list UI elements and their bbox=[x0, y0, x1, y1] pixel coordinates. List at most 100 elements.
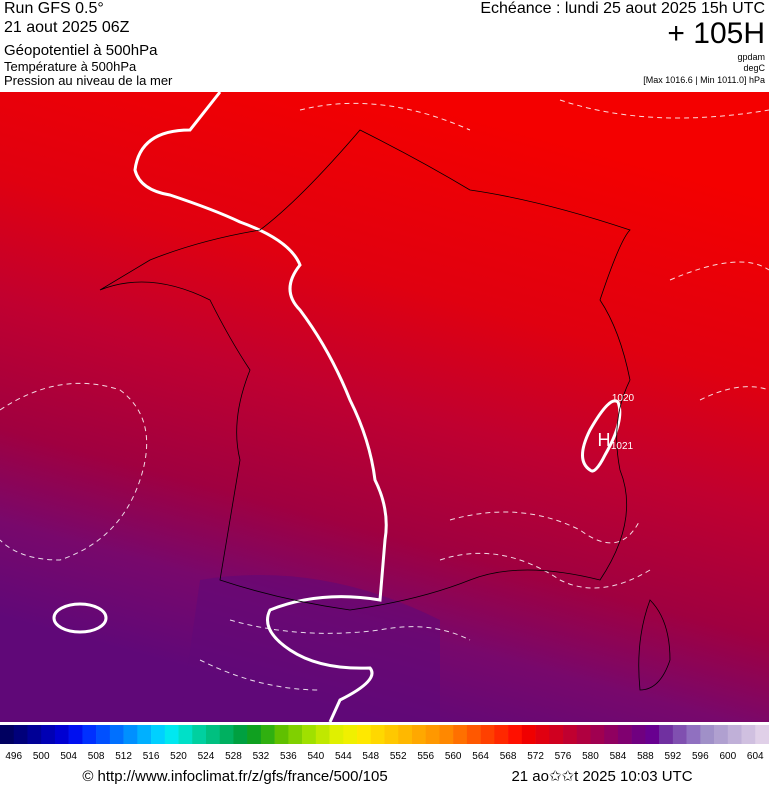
colorbar-label: 540 bbox=[307, 751, 324, 762]
colorbar-label: 584 bbox=[610, 751, 627, 762]
map-label: 1020 bbox=[612, 393, 635, 404]
colorbar-cell bbox=[425, 725, 440, 744]
isobars bbox=[0, 99, 769, 691]
field: Pression au niveau de la mer bbox=[4, 73, 173, 88]
colorbar-label: 572 bbox=[527, 751, 544, 762]
colorbar-label: 548 bbox=[362, 751, 379, 762]
colorbar-label: 604 bbox=[747, 751, 764, 762]
colorbar-cell bbox=[645, 725, 660, 744]
field: Température à 500hPa bbox=[4, 59, 137, 74]
colorbar-cell bbox=[453, 725, 468, 744]
colorbar-label: 520 bbox=[170, 751, 187, 762]
colorbar-label: 568 bbox=[500, 751, 517, 762]
colorbar-cell bbox=[741, 725, 756, 744]
colorbar-cell bbox=[274, 725, 289, 744]
colorbar-label: 552 bbox=[390, 751, 407, 762]
colorbar-label: 556 bbox=[417, 751, 434, 762]
colorbar-label: 528 bbox=[225, 751, 242, 762]
colorbar-label: 500 bbox=[33, 751, 50, 762]
colorbar-label: 596 bbox=[692, 751, 709, 762]
footer-time: 21 ao✩✩t 2025 10:03 UTC bbox=[511, 768, 692, 785]
colorbar-cell bbox=[549, 725, 564, 744]
run: Run GFS 0.5° bbox=[4, 0, 104, 17]
colorbar-cell bbox=[411, 725, 426, 744]
colorbar-cell bbox=[41, 725, 56, 744]
colorbar-cell bbox=[288, 725, 303, 744]
colorbar-cell bbox=[178, 725, 193, 744]
colorbar-cell bbox=[151, 725, 166, 744]
colorbar-cell bbox=[659, 725, 674, 744]
colorbar-cell bbox=[123, 725, 138, 744]
cold-pool bbox=[180, 575, 440, 722]
colorbar-cell bbox=[315, 725, 330, 744]
colorbar-cell bbox=[164, 725, 179, 744]
colorbar-cell bbox=[192, 725, 207, 744]
colorbar-cell bbox=[686, 725, 701, 744]
colorbar-label: 508 bbox=[88, 751, 105, 762]
forecast: Echéance : lundi 25 aout 2025 15h UTC bbox=[480, 0, 765, 17]
colorbar-label: 580 bbox=[582, 751, 599, 762]
lead-time: + 105H bbox=[667, 17, 765, 50]
colorbar-cell bbox=[398, 725, 413, 744]
colorbar-cell bbox=[260, 725, 275, 744]
colorbar-cell bbox=[672, 725, 687, 744]
colorbar-cell bbox=[466, 725, 481, 744]
run-date: 21 aout 2025 06Z bbox=[4, 19, 130, 36]
colorbar-cell bbox=[96, 725, 111, 744]
colorbar-cell bbox=[563, 725, 578, 744]
colorbar-cell bbox=[604, 725, 619, 744]
colorbar-label: 524 bbox=[198, 751, 215, 762]
colorbar-label: 516 bbox=[143, 751, 160, 762]
colorbar-label: 560 bbox=[445, 751, 462, 762]
colorbar-cell bbox=[0, 725, 15, 744]
colorbar-cell bbox=[54, 725, 69, 744]
colorbar-cell bbox=[357, 725, 372, 744]
colorbar-cell bbox=[590, 725, 605, 744]
colorbar-label: 544 bbox=[335, 751, 352, 762]
field: Géopotentiel à 500hPa bbox=[4, 42, 158, 59]
colorbar-label: 532 bbox=[253, 751, 270, 762]
colorbar-cell bbox=[247, 725, 262, 744]
colorbar-cell bbox=[508, 725, 523, 744]
colorbar-label: 512 bbox=[115, 751, 132, 762]
colorbar-label: 588 bbox=[637, 751, 654, 762]
colorbar-cell bbox=[302, 725, 317, 744]
colorbar-cell bbox=[343, 725, 358, 744]
colorbar-cell bbox=[233, 725, 248, 744]
colorbar-label: 600 bbox=[719, 751, 736, 762]
colorbar-cell bbox=[480, 725, 495, 744]
colorbar-cell bbox=[27, 725, 42, 744]
colorbar-cell bbox=[700, 725, 715, 744]
map-label: H bbox=[598, 430, 611, 450]
colorbar-label: 536 bbox=[280, 751, 297, 762]
colorbar-cell bbox=[205, 725, 221, 744]
colorbar: 496 500 504 508 512 516 520 524 528 532 536 540 544 5… bbox=[0, 725, 769, 762]
colorbar-cell bbox=[82, 725, 97, 744]
unit: gpdam bbox=[737, 52, 765, 62]
colorbar-cell bbox=[329, 725, 344, 744]
colorbar-cell bbox=[631, 725, 646, 744]
colorbar-cell bbox=[521, 725, 536, 744]
colorbar-label: 496 bbox=[5, 751, 22, 762]
colorbar-cell bbox=[439, 725, 454, 744]
contour bbox=[581, 399, 622, 473]
colorbar-cell bbox=[617, 725, 632, 744]
colorbar-cell bbox=[219, 725, 234, 744]
colorbar-cell bbox=[137, 725, 152, 744]
range: [Max 1016.6 | Min 1011.0] hPa bbox=[643, 75, 765, 85]
colorbar-label: 592 bbox=[665, 751, 682, 762]
contour bbox=[133, 91, 388, 723]
unit: degC bbox=[743, 63, 765, 73]
borders bbox=[99, 129, 671, 691]
map: 1020 H 1021 bbox=[0, 91, 769, 723]
colorbar-label: 504 bbox=[60, 751, 77, 762]
colorbar-cell bbox=[13, 725, 28, 744]
colorbar-cell bbox=[370, 725, 385, 744]
colorbar-label: 564 bbox=[472, 751, 489, 762]
colorbar-cell bbox=[535, 725, 550, 744]
colorbar-cell bbox=[494, 725, 509, 744]
colorbar-cell bbox=[727, 725, 742, 744]
colorbar-cell bbox=[384, 725, 399, 744]
colorbar-cell bbox=[68, 725, 83, 744]
